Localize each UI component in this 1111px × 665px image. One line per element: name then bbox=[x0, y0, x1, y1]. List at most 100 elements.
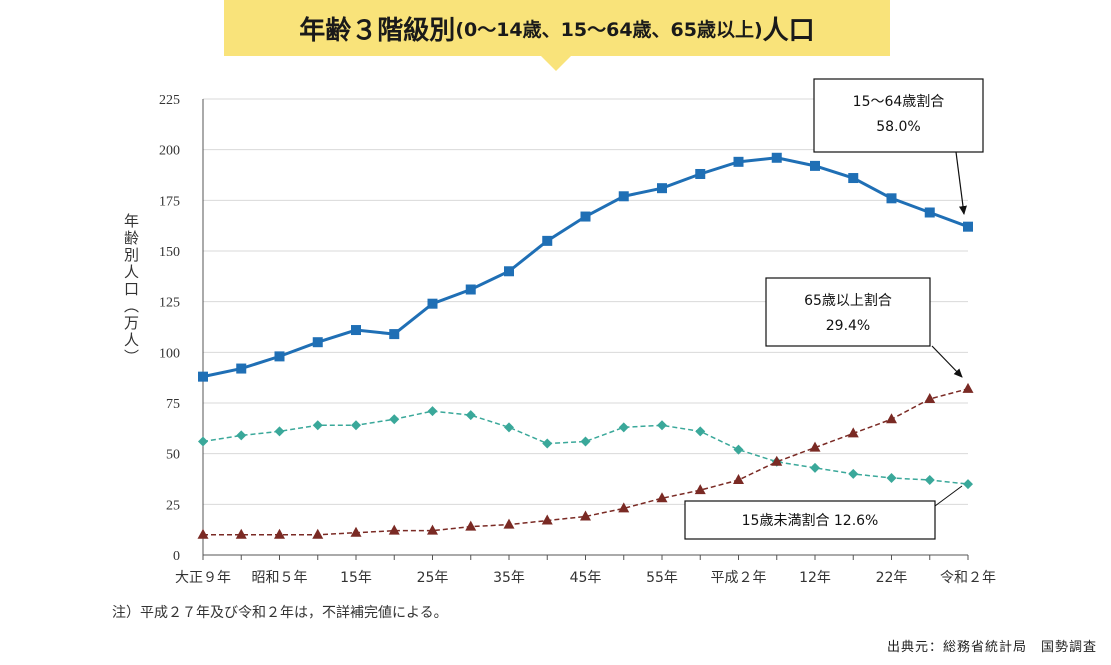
callout-label: 15～64歳割合 bbox=[853, 93, 945, 110]
data-point-triangle bbox=[388, 524, 400, 535]
data-point-triangle bbox=[924, 392, 936, 403]
callout-value: 29.4% bbox=[826, 318, 870, 334]
x-tick-label: 15年 bbox=[340, 570, 372, 586]
data-point-triangle bbox=[618, 502, 630, 513]
data-point-square bbox=[542, 235, 553, 246]
data-point-square bbox=[924, 207, 935, 218]
data-point-square bbox=[580, 211, 591, 222]
data-point-diamond bbox=[886, 472, 897, 483]
data-point-diamond bbox=[312, 420, 323, 431]
x-tick-label: 25年 bbox=[417, 570, 449, 586]
data-point-diamond bbox=[733, 444, 744, 455]
data-point-square bbox=[427, 298, 438, 309]
callout-arrow bbox=[955, 151, 967, 215]
data-point-square bbox=[312, 337, 323, 348]
y-tick-label: 225 bbox=[159, 93, 180, 108]
callout-label: 65歳以上割合 bbox=[804, 292, 892, 309]
data-point-triangle bbox=[847, 427, 859, 438]
footnote: 注）平成２７年及び令和２年は，不詳補完値による。 bbox=[112, 605, 448, 621]
data-point-diamond bbox=[657, 420, 667, 431]
x-tick-label: 45年 bbox=[570, 570, 602, 586]
data-point-triangle bbox=[694, 484, 706, 495]
x-tick-label: 令和２年 bbox=[940, 570, 996, 586]
x-tick-label: 55年 bbox=[646, 570, 678, 586]
data-point-diamond bbox=[427, 406, 438, 417]
data-point-diamond bbox=[580, 436, 591, 447]
data-point-diamond bbox=[198, 436, 208, 447]
source-credit: 出典元：総務省統計局 国勢調査 bbox=[886, 640, 1097, 655]
data-point-square bbox=[886, 193, 897, 204]
data-point-triangle bbox=[656, 492, 668, 503]
series-line-2 bbox=[203, 388, 969, 536]
data-point-triangle bbox=[427, 524, 438, 535]
data-point-square bbox=[963, 221, 973, 232]
x-tick-label: 12年 bbox=[799, 570, 831, 586]
chart-title-tail: 人口 bbox=[762, 15, 815, 46]
data-point-diamond bbox=[810, 462, 820, 473]
callout-label: 15歳未満割合 12.6% bbox=[742, 512, 879, 529]
x-tick-label: 22年 bbox=[876, 570, 908, 586]
x-tick-label: 大正９年 bbox=[175, 570, 231, 586]
x-tick-label: 昭和５年 bbox=[252, 570, 308, 586]
data-point-diamond bbox=[618, 422, 629, 433]
data-point-square bbox=[618, 191, 629, 202]
data-point-triangle bbox=[733, 474, 744, 485]
data-point-square bbox=[389, 329, 400, 340]
data-point-square bbox=[351, 325, 361, 336]
data-point-diamond bbox=[848, 468, 859, 479]
data-point-triangle bbox=[235, 528, 247, 539]
y-tick-label: 75 bbox=[166, 397, 180, 412]
data-point-square bbox=[274, 351, 285, 362]
data-point-diamond bbox=[504, 422, 514, 433]
y-tick-label: 150 bbox=[159, 245, 180, 260]
data-point-square bbox=[198, 371, 208, 382]
y-tick-label: 100 bbox=[159, 346, 180, 361]
chart-title-main: 年齢３階級別 bbox=[299, 15, 456, 46]
data-point-triangle bbox=[274, 528, 285, 539]
title-pointer bbox=[541, 56, 571, 71]
data-point-square bbox=[810, 160, 820, 171]
data-point-triangle bbox=[886, 413, 897, 424]
data-point-triangle bbox=[503, 518, 515, 529]
y-tick-label: 125 bbox=[159, 296, 180, 311]
data-point-triangle bbox=[312, 528, 324, 539]
data-point-triangle bbox=[771, 455, 783, 466]
data-point-triangle bbox=[197, 528, 209, 539]
data-point-triangle bbox=[809, 441, 821, 452]
callout-box bbox=[813, 78, 984, 153]
data-point-square bbox=[236, 363, 247, 374]
callout-arrow bbox=[931, 345, 963, 378]
data-point-diamond bbox=[924, 475, 935, 486]
data-point-diamond bbox=[351, 420, 361, 431]
data-point-square bbox=[848, 173, 859, 184]
data-point-diamond bbox=[542, 438, 553, 449]
y-tick-label: 200 bbox=[159, 144, 180, 159]
y-tick-label: 0 bbox=[173, 549, 180, 564]
callout-leader bbox=[934, 485, 963, 507]
data-point-square bbox=[465, 284, 476, 295]
data-point-square bbox=[695, 168, 706, 179]
x-tick-label: 35年 bbox=[493, 570, 525, 586]
series-line-1 bbox=[202, 410, 969, 485]
y-tick-label: 175 bbox=[159, 194, 180, 209]
data-point-triangle bbox=[541, 514, 553, 525]
x-tick-label: 平成２年 bbox=[711, 570, 767, 586]
line-chart: 0 25 50 75 100 125 150 175 200 225 大正９年 昭和５年 15年 25年 3… bbox=[122, 78, 996, 586]
callout-box bbox=[765, 277, 931, 347]
callout-value: 58.0% bbox=[876, 119, 920, 135]
data-point-square bbox=[733, 156, 744, 167]
data-point-diamond bbox=[236, 430, 247, 441]
data-point-diamond bbox=[963, 479, 973, 490]
data-point-diamond bbox=[389, 414, 400, 425]
data-point-diamond bbox=[274, 426, 285, 437]
chart-title-banner: 年齢３階級別 (0～14歳、15～64歳、65歳以上) 人口 bbox=[224, 0, 890, 56]
data-point-triangle bbox=[962, 382, 974, 393]
data-point-triangle bbox=[350, 526, 362, 537]
data-point-square bbox=[504, 266, 514, 277]
data-point-triangle bbox=[465, 520, 477, 531]
data-point-square bbox=[771, 152, 782, 163]
data-point-square bbox=[657, 183, 667, 194]
data-point-diamond bbox=[695, 426, 706, 437]
data-point-triangle bbox=[580, 510, 591, 521]
callout-box bbox=[684, 500, 936, 540]
